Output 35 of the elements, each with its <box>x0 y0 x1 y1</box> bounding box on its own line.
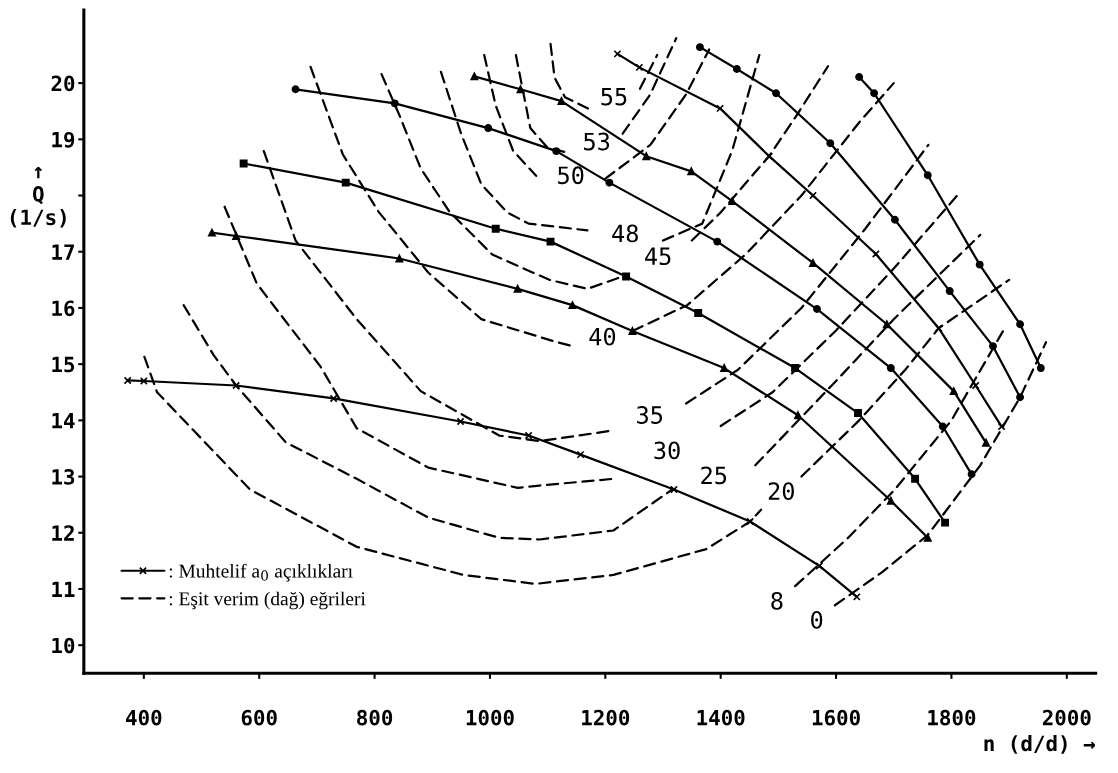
annotation: 20 <box>768 482 794 501</box>
y-tick-label: 16 <box>52 300 75 317</box>
annotation: 50 <box>558 166 584 185</box>
x-tick-label: 1600 <box>812 709 860 726</box>
x-axis-title: n (d/d) → <box>984 735 1095 754</box>
y-tick-label: 17 <box>52 244 74 260</box>
x-tick-label: 1200 <box>582 709 630 726</box>
annotation: 40 <box>589 327 616 346</box>
x-tick-label: 2000 <box>1042 709 1091 726</box>
x-tick-label: 1400 <box>697 709 745 726</box>
y-tick-label: 11 <box>52 581 75 597</box>
annotation: 55 <box>601 87 627 106</box>
legend-label: : Muhtelif a$_{0}$ açıklıkları <box>169 563 353 582</box>
y-tick-label: 20 <box>51 75 75 92</box>
annotation: 8 <box>771 591 783 610</box>
annotation: 53 <box>584 132 610 151</box>
x-tick-label: 800 <box>357 709 393 726</box>
annotation: 48 <box>612 224 638 243</box>
x-tick-label: 1000 <box>466 709 514 726</box>
legend-label: : Eşit verim (dağ) eğrileri <box>169 591 366 610</box>
x-tick-label: 1800 <box>928 709 976 726</box>
annotation: 35 <box>637 406 663 424</box>
y-tick-label: 15 <box>52 356 75 373</box>
y-tick-label: 12 <box>52 525 74 541</box>
y-tick-label: 19 <box>52 131 75 148</box>
y-tick-label: 10 <box>52 637 75 654</box>
annotation: 30 <box>654 441 680 460</box>
annotation: 0 <box>811 610 823 629</box>
annotation: 45 <box>645 247 671 266</box>
x-tick-label: 400 <box>126 709 162 726</box>
y-tick-label: 13 <box>52 469 75 485</box>
y-tick-label: 14 <box>52 413 75 429</box>
y-axis-title: ↑ Q (1/s) <box>10 166 66 228</box>
annotation: 25 <box>701 466 727 485</box>
x-tick-label: 600 <box>241 709 277 726</box>
